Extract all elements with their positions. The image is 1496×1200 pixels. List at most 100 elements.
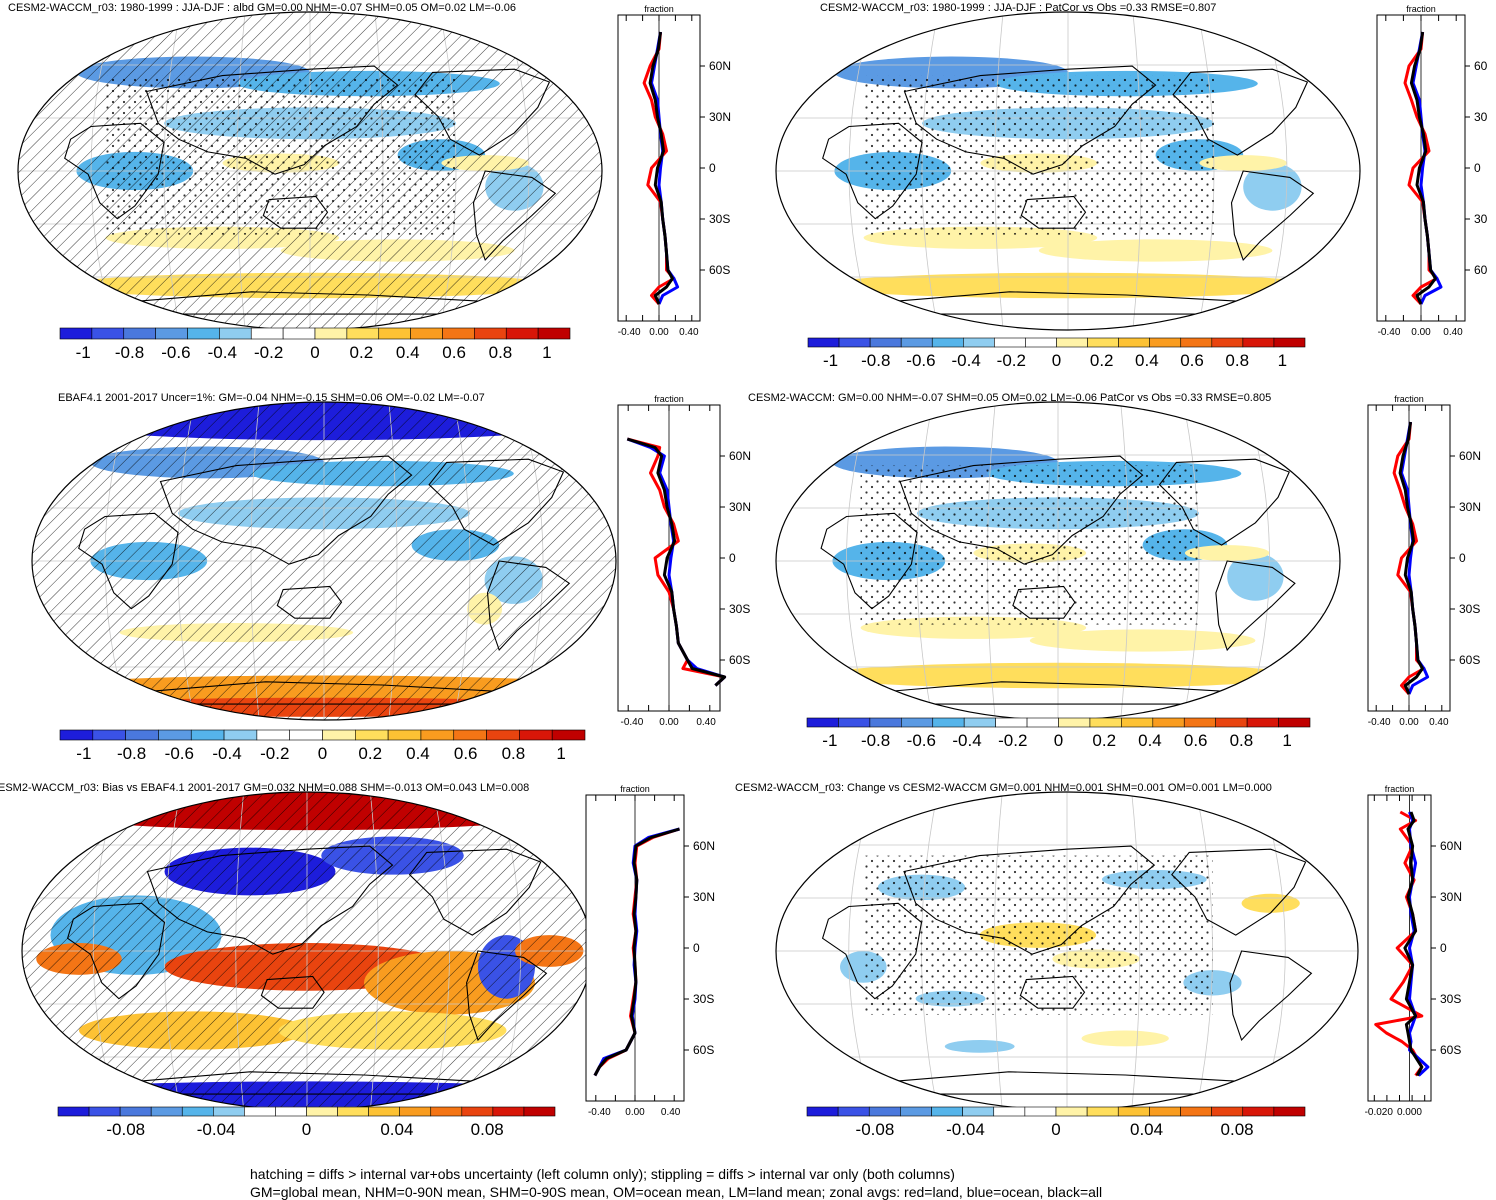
colorbar-swatch — [346, 327, 380, 340]
colorbar-swatch — [250, 327, 284, 340]
colorbar-swatch — [1273, 1106, 1306, 1117]
panel-title-1: CESM2-WACCM_r03: 1980-1999 : JJA-DJF : a… — [8, 2, 516, 14]
colorbar-tick-label: 0 — [1054, 731, 1063, 750]
zonal-x-tick-label: 0.00 — [1411, 327, 1431, 338]
colorbar-swatch — [314, 327, 348, 340]
colorbar-swatch — [1121, 717, 1154, 728]
colorbar-tick-label: 0.4 — [1135, 351, 1159, 370]
colorbar-tick-label: 0.4 — [1138, 731, 1162, 750]
zonal-plot-4: fraction -0.40 0.00 0.40 60N 30N 0 30S 60S — [1367, 394, 1481, 728]
colorbar-swatch — [1211, 337, 1244, 348]
colorbar-swatch — [57, 1106, 90, 1117]
lat-tick-label: 60S — [729, 653, 750, 667]
colorbar-tick-label: -1 — [76, 744, 91, 763]
colorbar-swatch — [1055, 1106, 1088, 1117]
colorbar-tick-label: 1 — [556, 744, 565, 763]
colorbar-swatch — [420, 729, 455, 741]
zonal-xlabel: fraction — [620, 784, 650, 794]
colorbar-swatch — [932, 717, 965, 728]
colorbar-4: -1 -0.8 -0.6 -0.4 -0.2 0 0.2 0.4 0.6 0.8 1 — [806, 717, 1311, 750]
zonal-frame — [1367, 794, 1432, 1102]
colorbar-swatch — [486, 729, 520, 741]
colorbar-swatch — [219, 327, 252, 340]
colorbar-swatch — [523, 1106, 556, 1117]
colorbar-swatch — [337, 1106, 369, 1117]
colorbar-tick-label: -0.4 — [208, 343, 237, 362]
colorbar-swatch — [1278, 717, 1311, 728]
map-border — [775, 11, 1361, 331]
colorbar-swatch — [1087, 337, 1119, 348]
zonal-series-line — [648, 31, 674, 305]
colorbar-3: -1 -0.8 -0.6 -0.4 -0.2 0 0.2 0.4 0.6 0.8 1 — [59, 729, 586, 763]
colorbar-swatch — [442, 327, 475, 340]
colorbar-tick-label: 1 — [1278, 351, 1287, 370]
lat-tick-label: 60N — [729, 449, 751, 463]
colorbar-swatch — [1026, 717, 1059, 728]
colorbar-swatch — [994, 337, 1026, 348]
colorbar-swatch — [92, 729, 126, 741]
lat-tick-label: 30S — [729, 602, 750, 616]
colorbar-swatch — [837, 1106, 870, 1117]
colorbar-swatch — [838, 337, 871, 348]
colorbar-swatch — [1089, 717, 1122, 728]
lat-tick-label: 30N — [709, 110, 731, 124]
colorbar-tick-label: -1 — [823, 351, 838, 370]
panel-title-6: CESM2-WACCM_r03: Change vs CESM2-WACCM G… — [735, 782, 1272, 794]
zonal-series-line — [1411, 31, 1443, 305]
zonal-xlabel: fraction — [1385, 784, 1415, 794]
colorbar-swatch — [410, 327, 443, 340]
colorbar-tick-label: -1 — [822, 731, 837, 750]
colorbar-2: -1 -0.8 -0.6 -0.4 -0.2 0 0.2 0.4 0.6 0.8 1 — [807, 337, 1306, 370]
field-region — [1241, 893, 1300, 913]
lat-tick-label: 30N — [693, 890, 715, 904]
colorbar-tick-label: -0.8 — [861, 731, 890, 750]
colorbar-swatch — [492, 1106, 525, 1117]
zonal-xlabel: fraction — [1406, 4, 1436, 14]
colorbar-swatch — [1211, 1106, 1244, 1117]
colorbar-tick-label: 0.2 — [350, 343, 374, 362]
zonal-x-tick-label: 0.40 — [661, 1107, 681, 1118]
lat-tick-label: 0 — [709, 161, 716, 175]
lat-tick-label: 60N — [693, 839, 715, 853]
zonal-x-tick-label: -0.40 — [1368, 717, 1391, 728]
colorbar-1: -1 -0.8 -0.6 -0.4 -0.2 0 0.2 0.4 0.6 0.8 1 — [59, 327, 571, 362]
colorbar-swatch — [963, 717, 996, 728]
colorbar-swatch — [1024, 1106, 1057, 1117]
colorbar-swatch — [91, 327, 125, 340]
zonal-x-tick-label: -0.020 — [1365, 1107, 1394, 1118]
colorbar-swatch — [807, 337, 840, 348]
panel-title-4: CESM2-WACCM: GM=0.00 NHM=-0.07 SHM=0.05 … — [748, 392, 1271, 404]
colorbar-swatch — [368, 1106, 400, 1117]
colorbar-tick-label: 0.6 — [442, 343, 466, 362]
colorbar-tick-label: -0.4 — [212, 744, 241, 763]
lat-tick-label: 60 — [1474, 59, 1488, 73]
colorbar-tick-label: 0.6 — [1180, 351, 1204, 370]
colorbar-tick-label: 0.2 — [358, 744, 382, 763]
colorbar-swatch — [963, 337, 995, 348]
caption-line-2: GM=global mean, NHM=0-90N mean, SHM=0-90… — [250, 1184, 1103, 1200]
colorbar-swatch — [900, 337, 933, 348]
lat-tick-label: 30S — [693, 992, 714, 1006]
colorbar-swatch — [1180, 1106, 1212, 1117]
map-panel-5 — [21, 791, 593, 1111]
zonal-xlabel: fraction — [1394, 394, 1424, 404]
zonal-x-tick-label: 0.00 — [659, 717, 679, 728]
colorbar-tick-label: 0 — [318, 744, 327, 763]
colorbar-swatch — [223, 729, 258, 741]
colorbar-6: -0.08 -0.04 0 0.04 0.08 — [806, 1106, 1306, 1139]
colorbar-swatch — [1058, 717, 1091, 728]
colorbar-swatch — [537, 327, 571, 340]
colorbar-swatch — [213, 1106, 245, 1117]
colorbar-tick-label: -0.8 — [115, 343, 144, 362]
colorbar-tick-label: 0.08 — [471, 1120, 504, 1139]
zonal-plot-2: fraction -0.40 0.00 0.40 60 30 0 30 60 — [1376, 4, 1488, 338]
colorbar-swatch — [1242, 1106, 1275, 1117]
lat-tick-label: 30S — [709, 212, 730, 226]
colorbar-swatch — [282, 327, 316, 340]
colorbar-tick-label: -0.08 — [856, 1120, 895, 1139]
lat-tick-label: 60N — [1440, 839, 1462, 853]
field-region — [1038, 239, 1273, 262]
colorbar-swatch — [430, 1106, 463, 1117]
colorbar-tick-label: 0.8 — [502, 744, 526, 763]
